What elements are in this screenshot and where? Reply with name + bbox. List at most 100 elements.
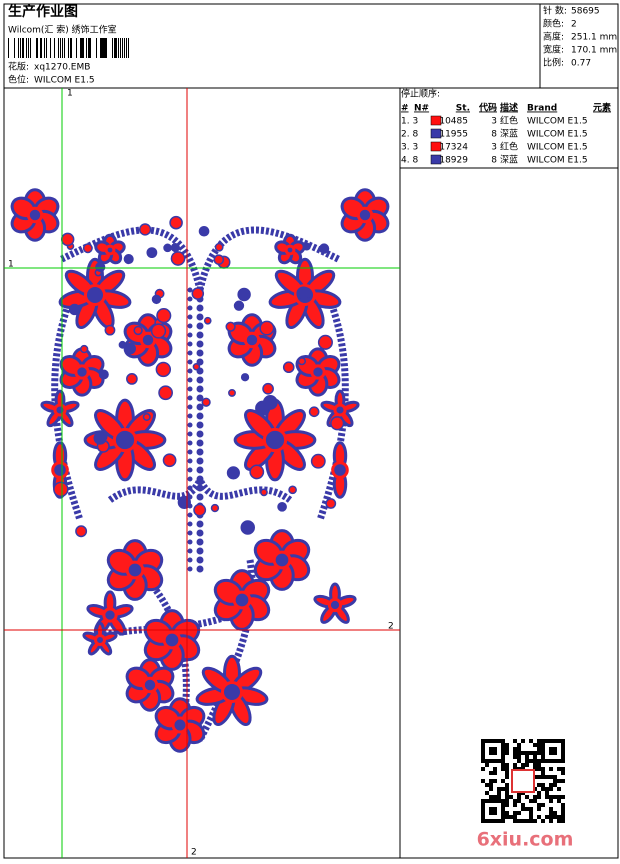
summary-label: 颜色: bbox=[543, 18, 564, 30]
qr-cell bbox=[505, 767, 509, 771]
stitches: 11955 bbox=[439, 130, 468, 140]
table-title: 停止顺序: bbox=[401, 88, 440, 100]
qr-cell bbox=[545, 815, 549, 819]
stitch-dot bbox=[196, 529, 204, 537]
qr-cell bbox=[493, 779, 497, 783]
barcode-bar bbox=[76, 38, 77, 58]
stitch-dot bbox=[187, 386, 193, 392]
dot bbox=[156, 308, 172, 324]
qr-cell bbox=[525, 795, 529, 799]
stitch-dot bbox=[187, 548, 193, 554]
qr-cell bbox=[513, 799, 517, 803]
stitch-dot bbox=[196, 484, 204, 492]
qr-cell bbox=[529, 799, 533, 803]
stitch-dot bbox=[196, 565, 204, 573]
stitch-dot bbox=[187, 431, 193, 437]
guide-label: 2 bbox=[191, 848, 197, 858]
dot bbox=[158, 385, 173, 401]
flower-center bbox=[125, 560, 145, 580]
qr-cell bbox=[481, 779, 485, 783]
dot bbox=[138, 223, 152, 236]
description: 红色 bbox=[500, 115, 518, 127]
qr-cell bbox=[561, 803, 565, 807]
summary-value: 251.1 mm bbox=[571, 33, 617, 43]
dot bbox=[198, 225, 210, 237]
qr-cell bbox=[537, 759, 541, 763]
stitch-dot bbox=[196, 349, 204, 357]
dot bbox=[214, 242, 224, 252]
dot bbox=[210, 503, 220, 513]
stitch-dot bbox=[187, 359, 193, 365]
vine bbox=[107, 478, 204, 503]
color-swatch bbox=[430, 115, 442, 126]
field-label: 色位: bbox=[8, 74, 29, 86]
qr-cell bbox=[485, 763, 489, 767]
stitch-dot bbox=[196, 493, 204, 501]
qr-cell bbox=[501, 779, 505, 783]
stitch-dot bbox=[187, 539, 193, 545]
qr-cell bbox=[561, 771, 565, 775]
qr-cell bbox=[561, 795, 565, 799]
qr-cell bbox=[561, 807, 565, 811]
qr-cell bbox=[537, 803, 541, 807]
column-header: N# bbox=[414, 104, 429, 114]
stitch-dot bbox=[196, 520, 204, 528]
stitch-dot bbox=[187, 323, 193, 329]
stitches: 10485 bbox=[439, 117, 468, 127]
color-swatch bbox=[430, 141, 442, 152]
dot bbox=[237, 287, 251, 302]
stitch-dot bbox=[196, 421, 204, 429]
qr-cell bbox=[493, 795, 497, 799]
barcode-bar bbox=[40, 38, 42, 58]
qr-cell bbox=[537, 807, 541, 811]
barcode-bar bbox=[100, 38, 102, 58]
column-header: 元素 bbox=[593, 102, 611, 114]
watermark: 6xiu.com bbox=[477, 829, 574, 851]
qr-cell bbox=[529, 759, 533, 763]
dot bbox=[170, 242, 180, 253]
dot bbox=[95, 262, 106, 273]
qr-cell bbox=[489, 779, 493, 783]
dot bbox=[330, 416, 345, 431]
qr-cell bbox=[557, 795, 561, 799]
summary-label: 比例: bbox=[543, 57, 564, 69]
dot bbox=[296, 286, 311, 301]
flower-center bbox=[243, 331, 261, 349]
qr-cell bbox=[549, 815, 553, 819]
stitch-dot bbox=[196, 385, 204, 393]
dot bbox=[93, 431, 107, 445]
qr-cell bbox=[537, 815, 541, 819]
qr-cell bbox=[517, 799, 521, 803]
qr-cell bbox=[549, 799, 553, 803]
row-index: 1. 3 bbox=[401, 117, 418, 127]
flower-center bbox=[94, 634, 106, 646]
qr-cell bbox=[517, 811, 521, 815]
stitch-dot bbox=[187, 521, 193, 527]
qr-cell bbox=[513, 739, 517, 743]
qr-cell bbox=[485, 791, 489, 795]
barcode-bar bbox=[46, 38, 47, 58]
qr-cell bbox=[537, 747, 541, 751]
qr-cell bbox=[505, 799, 509, 803]
qr-cell bbox=[501, 787, 505, 791]
qr-cell bbox=[485, 783, 489, 787]
qr-cell bbox=[513, 747, 517, 751]
dot bbox=[226, 466, 240, 480]
guide-label: 1 bbox=[67, 89, 73, 99]
dot bbox=[310, 453, 326, 469]
barcode-bar bbox=[82, 38, 84, 58]
barcode-bar bbox=[124, 38, 125, 58]
column-header: 代码 bbox=[478, 102, 497, 114]
qr-cell bbox=[533, 763, 537, 767]
dot bbox=[177, 495, 191, 510]
dot bbox=[240, 373, 250, 382]
qr-cell bbox=[541, 787, 545, 791]
barcode-bar bbox=[80, 38, 82, 58]
stitch-dot bbox=[187, 296, 193, 302]
barcode-bar bbox=[20, 38, 21, 58]
column-header: # bbox=[401, 104, 409, 114]
qr-cell bbox=[561, 779, 565, 783]
dot bbox=[79, 344, 89, 354]
qr-cell bbox=[537, 791, 541, 795]
